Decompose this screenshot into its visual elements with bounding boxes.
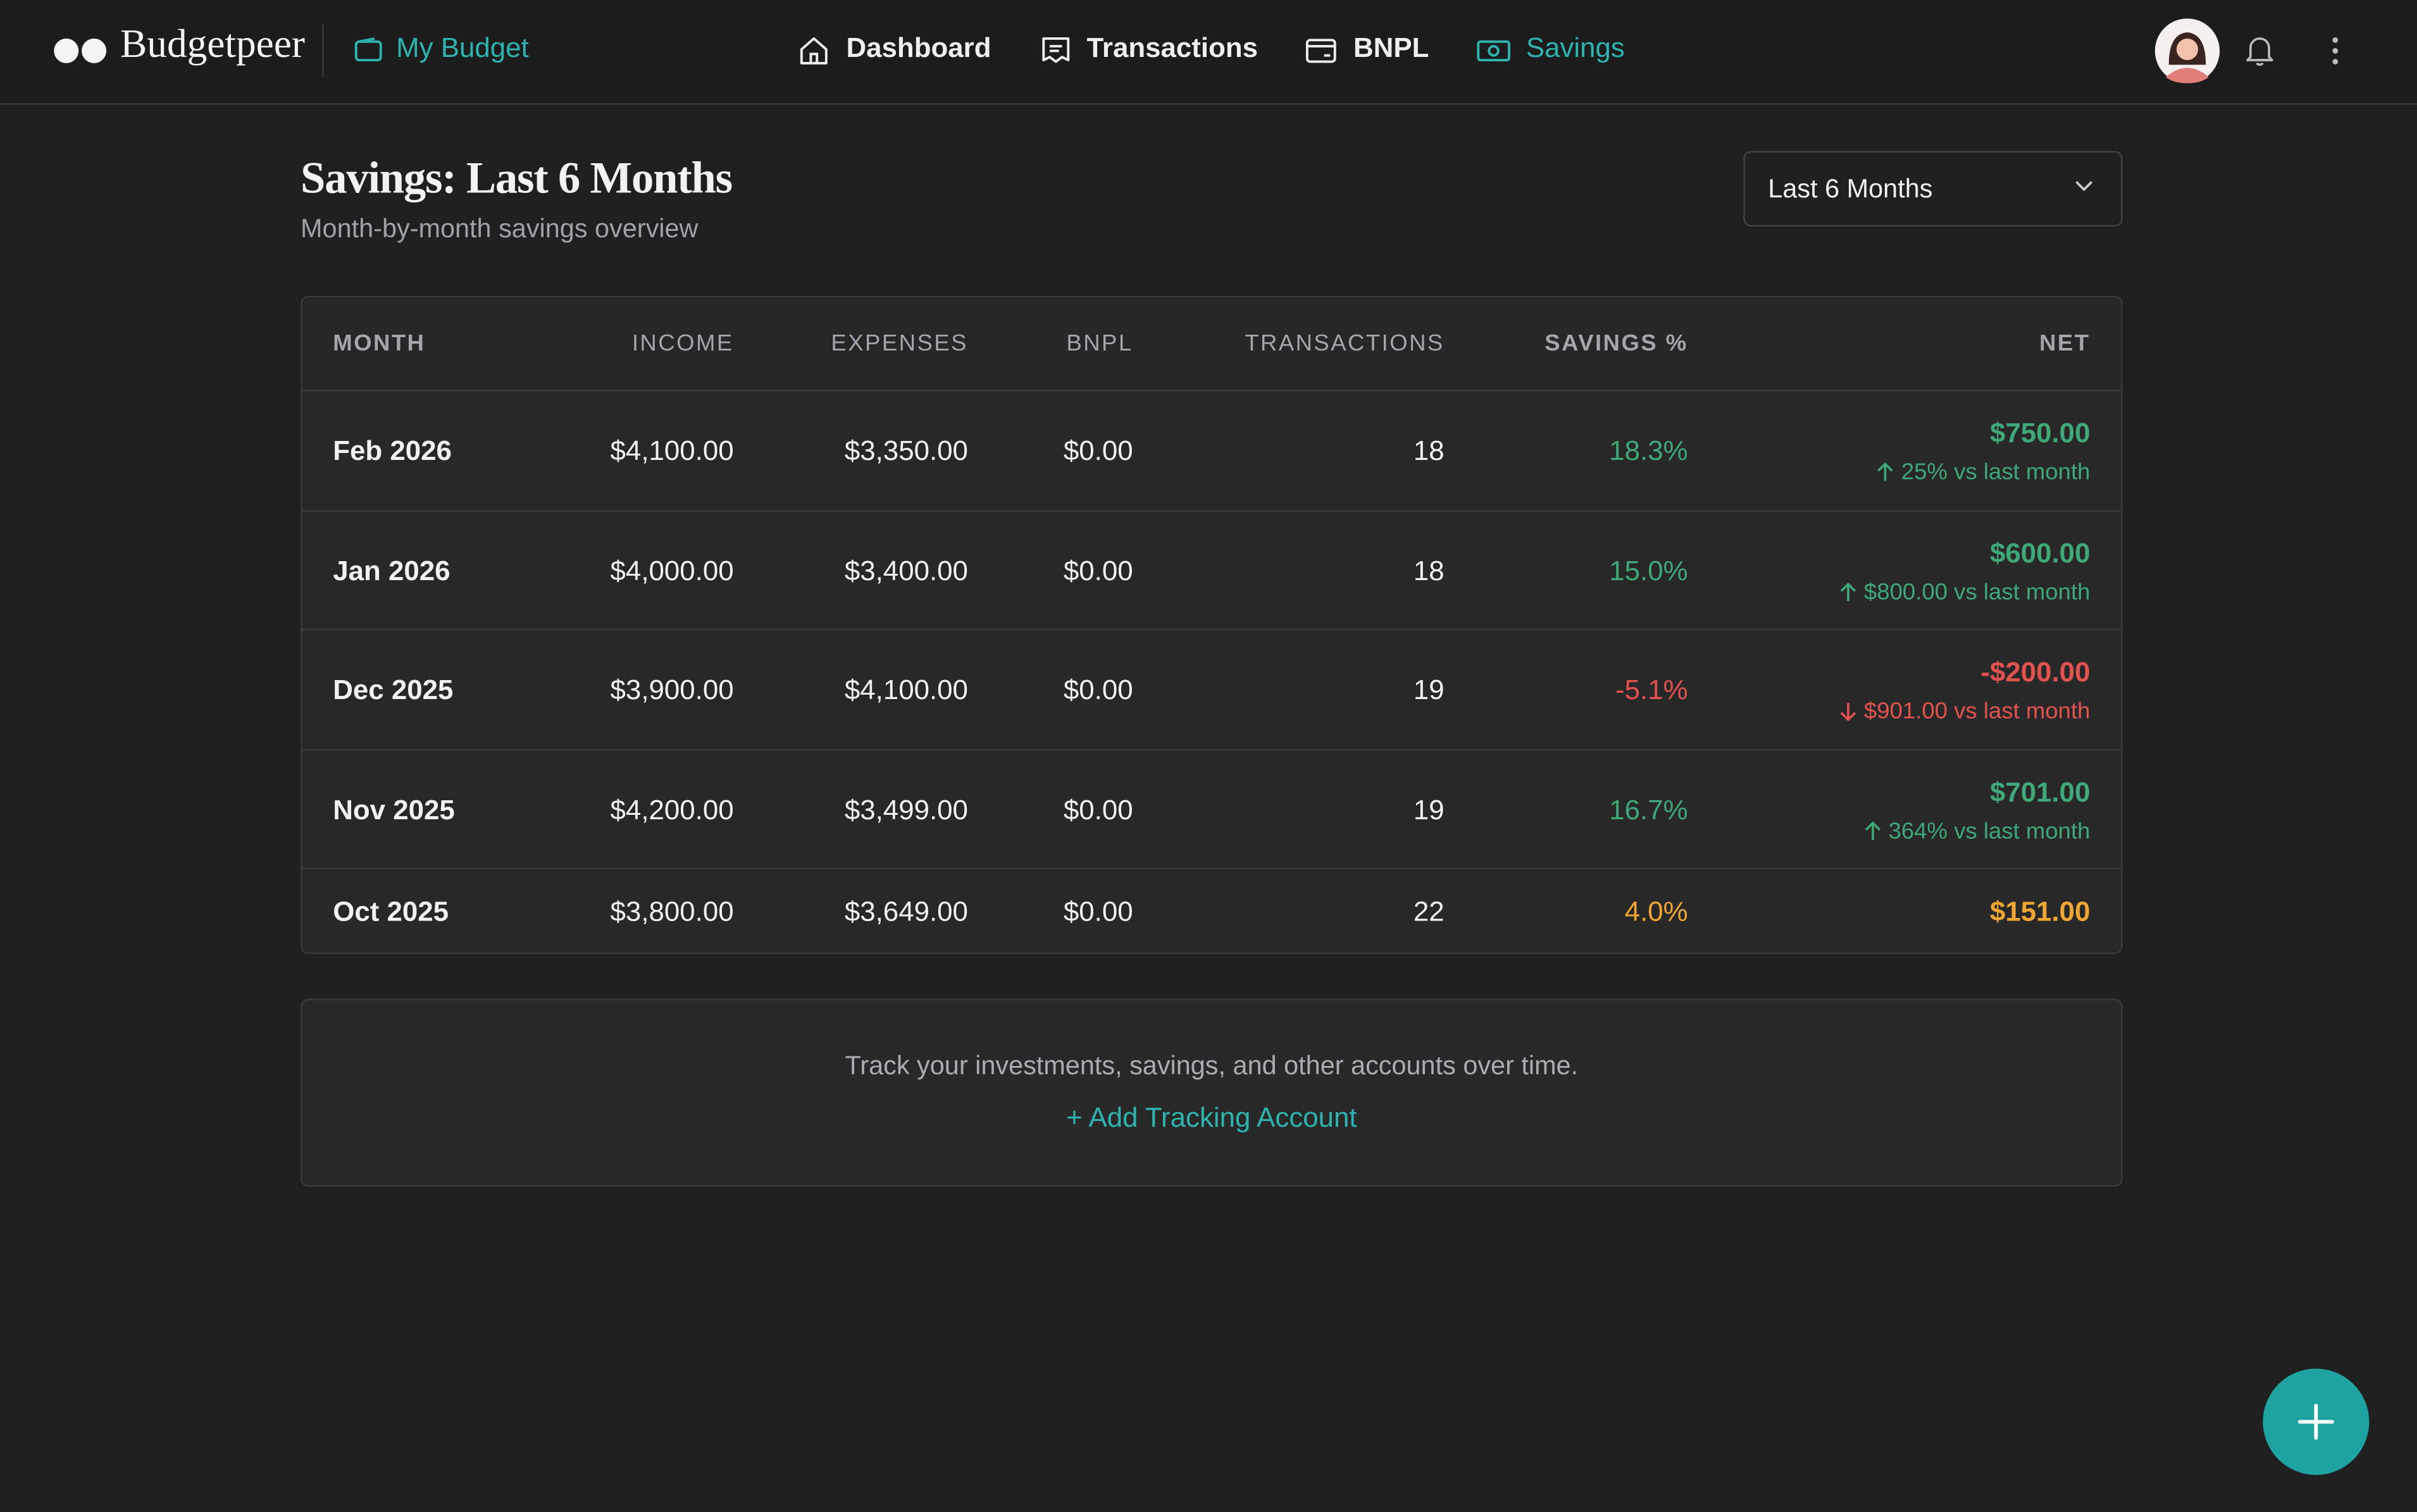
savings-pct: 18.3% (1609, 435, 1688, 466)
more-menu[interactable] (2329, 35, 2341, 66)
bell-icon[interactable] (2244, 34, 2275, 68)
savings-pct: 15.0% (1609, 555, 1688, 586)
table-row: Oct 2025 $3,800.00 $3,649.00 $0.00 22 4.0% $15… (302, 867, 2122, 953)
income: $3,900.00 (610, 674, 734, 705)
bnpl: $0.00 (1063, 435, 1133, 466)
savings-pct: -5.1% (1615, 674, 1688, 705)
period-value: Last 6 Months (1768, 174, 1933, 204)
net-change: 25% vs last month (1877, 459, 2091, 486)
column-header: INCOME (631, 330, 734, 357)
column-header: NET (2039, 330, 2091, 357)
net: $151.00 (1989, 896, 2091, 927)
top-nav: Budgetpeer My Budget Dashboard Transacti… (0, 0, 2417, 105)
trend-arrow (1841, 582, 1856, 602)
transactions: 19 (1413, 793, 1445, 825)
transactions: 18 (1413, 435, 1445, 466)
month: Oct 2025 (333, 896, 449, 927)
column-header: TRANSACTIONS (1245, 330, 1445, 357)
net-change-text: $800.00 vs last month (1863, 579, 2091, 606)
page-subtitle: Month-by-month savings overview (301, 214, 699, 244)
avatar[interactable] (2154, 18, 2220, 84)
table-row: Nov 2025 $4,200.00 $3,499.00 $0.00 19 16.7% $7… (302, 748, 2122, 869)
nav-savings[interactable]: Savings (1525, 32, 1625, 63)
wallet-icon (354, 37, 382, 61)
add-button[interactable] (2263, 1368, 2370, 1475)
logo-mark (54, 38, 107, 63)
month: Jan 2026 (333, 555, 450, 586)
budget-switch[interactable]: My Budget (396, 32, 529, 63)
month: Dec 2025 (333, 674, 454, 705)
income: $4,000.00 (610, 555, 734, 586)
nav-bnpl[interactable]: BNPL (1353, 32, 1429, 63)
tracking-card: Track your investments, savings, and oth… (301, 998, 2123, 1187)
table-row: Dec 2025 $3,900.00 $4,100.00 $0.00 19 -5.1% -$… (302, 628, 2122, 750)
cash-icon (1477, 40, 1510, 61)
card-icon (1305, 39, 1336, 63)
income: $4,200.00 (610, 793, 734, 825)
bnpl: $0.00 (1063, 555, 1133, 586)
brand[interactable]: Budgetpeer (120, 22, 305, 66)
column-header: BNPL (1066, 330, 1133, 357)
expenses: $3,350.00 (844, 435, 968, 466)
column-header: SAVINGS % (1544, 330, 1688, 357)
savings-table: MONTH INCOME EXPENSES BNPL TRANSACTIONS … (301, 295, 2123, 955)
table-header: MONTH INCOME EXPENSES BNPL TRANSACTIONS … (302, 297, 2122, 390)
trend-arrow (1841, 702, 1856, 722)
net-change: $901.00 vs last month (1839, 698, 2091, 725)
net-change: $800.00 vs last month (1839, 579, 2091, 606)
net-change-text: $901.00 vs last month (1863, 698, 2091, 725)
column-header: EXPENSES (831, 330, 968, 357)
divider (322, 24, 324, 77)
column-header: MONTH (333, 330, 426, 357)
expenses: $4,100.00 (844, 674, 968, 705)
nav-dashboard[interactable]: Dashboard (846, 32, 991, 63)
expenses: $3,499.00 (844, 793, 968, 825)
bnpl: $0.00 (1063, 896, 1133, 927)
plus-icon (2297, 1403, 2334, 1440)
net: -$200.00 (1980, 656, 2091, 688)
trend-arrow (1865, 821, 1881, 840)
tracking-text: Track your investments, savings, and oth… (845, 1051, 1579, 1081)
income: $4,100.00 (610, 435, 734, 466)
trend-arrow (1878, 462, 1894, 481)
net-change: 364% vs last month (1864, 818, 2091, 845)
period-select[interactable]: Last 6 Months (1743, 151, 2123, 227)
transactions: 19 (1413, 674, 1445, 705)
add-tracking-account[interactable]: + Add Tracking Account (1066, 1101, 1357, 1133)
net: $701.00 (1989, 776, 2091, 808)
income: $3,800.00 (610, 896, 734, 927)
net: $600.00 (1989, 538, 2091, 569)
bnpl: $0.00 (1063, 793, 1133, 825)
receipt-icon (1042, 37, 1070, 63)
table-row: Feb 2026 $4,100.00 $3,350.00 $0.00 18 18.3% $7… (302, 390, 2122, 511)
month: Nov 2025 (333, 793, 455, 825)
transactions: 22 (1413, 896, 1445, 927)
expenses: $3,400.00 (844, 555, 968, 586)
table-row: Jan 2026 $4,000.00 $3,400.00 $0.00 18 15.0% $6… (302, 510, 2122, 630)
chevron (2075, 181, 2093, 192)
home-icon (800, 37, 828, 65)
transactions: 18 (1413, 555, 1445, 586)
bnpl: $0.00 (1063, 674, 1133, 705)
net: $750.00 (1989, 418, 2091, 449)
month: Feb 2026 (333, 435, 452, 466)
page-title: Savings: Last 6 Months (301, 154, 733, 204)
savings-pct: 16.7% (1609, 793, 1688, 825)
savings-pct: 4.0% (1624, 896, 1688, 927)
expenses: $3,649.00 (844, 896, 968, 927)
net-change-text: 25% vs last month (1901, 459, 2091, 486)
net-change-text: 364% vs last month (1888, 818, 2091, 845)
nav-transactions[interactable]: Transactions (1086, 32, 1258, 63)
